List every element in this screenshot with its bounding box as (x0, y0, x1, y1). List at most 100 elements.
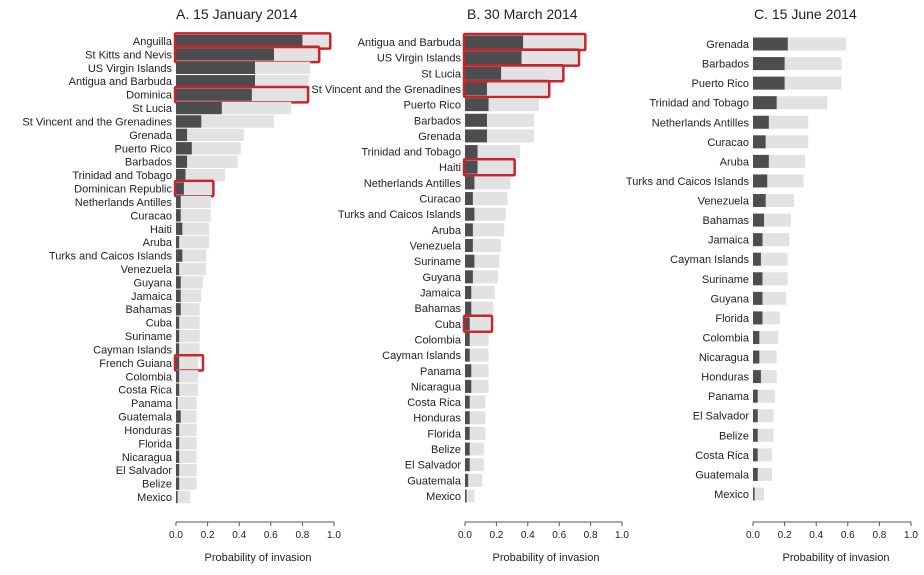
bar-lower (465, 239, 473, 253)
category-label: Haiti (150, 224, 172, 236)
x-tick-label: 0.6 (264, 530, 278, 541)
bar-lower (753, 135, 766, 149)
x-axis-label: Probability of invasion (204, 552, 311, 564)
category-label: Antigua and Barbuda (69, 76, 173, 88)
category-label: Grenada (418, 131, 462, 143)
category-label: Barbados (702, 59, 750, 71)
bar-upper (176, 437, 197, 450)
category-label: Curacao (419, 194, 461, 206)
bar-upper (176, 262, 207, 276)
category-label: Suriname (414, 256, 461, 268)
category-label: Suriname (125, 331, 172, 343)
bar-lower (465, 364, 472, 378)
category-label: Trinidad and Tobago (361, 147, 461, 159)
category-label: Puerto Rico (115, 143, 172, 155)
x-tick-label: 1.0 (615, 530, 629, 541)
bar-lower (176, 168, 186, 182)
bar-lower (465, 160, 478, 174)
category-label: Aruba (143, 237, 173, 249)
bar-upper (753, 409, 774, 423)
bar-lower (176, 88, 252, 101)
category-label: Netherlands Antilles (75, 197, 173, 209)
bar-lower (176, 329, 180, 343)
bar-lower (176, 222, 183, 235)
bar-lower (465, 473, 469, 487)
category-label: Guatemala (407, 475, 462, 487)
bar-lower (465, 270, 473, 284)
bar-lower (753, 76, 785, 90)
chart-panel-3: C. 15 June 2014 Grenada Barbados Puerto Ric… (626, 6, 918, 564)
category-label: Colombia (415, 334, 462, 346)
category-label: Netherlands Antilles (364, 178, 462, 190)
category-label: Aruba (432, 225, 462, 237)
bar-lower (176, 209, 181, 222)
bar-upper (176, 464, 197, 477)
category-label: Panama (420, 366, 462, 378)
bar-lower (465, 348, 470, 362)
category-label: French Guiana (99, 358, 173, 370)
x-tick-label: 1.0 (904, 530, 918, 541)
category-label: Grenada (129, 130, 173, 142)
bar-upper (176, 477, 197, 490)
bar-lower (753, 96, 777, 110)
bar-lower (753, 487, 755, 501)
bar-lower (465, 332, 470, 346)
bar-lower (753, 252, 761, 266)
bar-lower (176, 343, 180, 356)
bar-upper (176, 329, 200, 343)
x-tick-label: 0.2 (778, 530, 792, 541)
category-label: Mexico (137, 492, 172, 504)
panel-title: B. 30 March 2014 (467, 6, 578, 22)
x-tick-label: 1.0 (327, 530, 341, 541)
bar-lower (176, 396, 178, 410)
bar-lower (465, 113, 487, 127)
bar-lower (176, 477, 180, 490)
bar-lower (753, 330, 760, 344)
category-label: Costa Rica (407, 397, 462, 409)
category-label: Curacao (130, 210, 172, 222)
bar-lower (176, 61, 255, 74)
category-label: Barbados (125, 157, 173, 169)
panel-title: C. 15 June 2014 (754, 6, 857, 22)
category-label: Jamaica (131, 291, 173, 303)
category-label: Barbados (414, 115, 462, 127)
category-label: Cuba (435, 319, 462, 331)
category-label: Guyana (710, 293, 749, 305)
bar-lower (176, 262, 180, 276)
bar-upper (465, 192, 508, 206)
bar-lower (465, 411, 470, 425)
bar-lower (465, 66, 502, 80)
category-label: US Virgin Islands (377, 53, 462, 65)
highlight-box (462, 157, 516, 177)
bar-lower (176, 128, 188, 142)
bar-upper (753, 428, 774, 442)
x-tick-label: 0.6 (841, 530, 855, 541)
bar-upper (176, 383, 199, 396)
bar-lower (753, 389, 758, 403)
category-label: Guyana (422, 272, 461, 284)
bar-lower (753, 467, 758, 481)
bar-lower (465, 489, 467, 503)
bar-upper (176, 155, 238, 168)
bar-lower (176, 383, 180, 396)
bar-lower (465, 176, 475, 190)
category-label: Guyana (133, 277, 172, 289)
bar-lower (465, 285, 472, 299)
bar-lower (753, 291, 763, 305)
category-label: Cayman Islands (670, 254, 749, 266)
category-label: Honduras (124, 425, 172, 437)
bar-lower (176, 303, 181, 316)
category-label: Florida (138, 438, 173, 450)
bar-upper (176, 142, 241, 155)
category-label: Nicaragua (411, 381, 462, 393)
category-label: Venezuela (121, 264, 173, 276)
x-tick-label: 0.0 (458, 530, 472, 541)
category-label: Trinidad and Tobago (649, 98, 749, 110)
x-tick-label: 0.8 (295, 530, 309, 541)
category-label: Panama (708, 391, 750, 403)
category-label: Nicaragua (122, 452, 173, 464)
bar-lower (176, 142, 192, 155)
category-label: St Lucia (421, 68, 462, 80)
